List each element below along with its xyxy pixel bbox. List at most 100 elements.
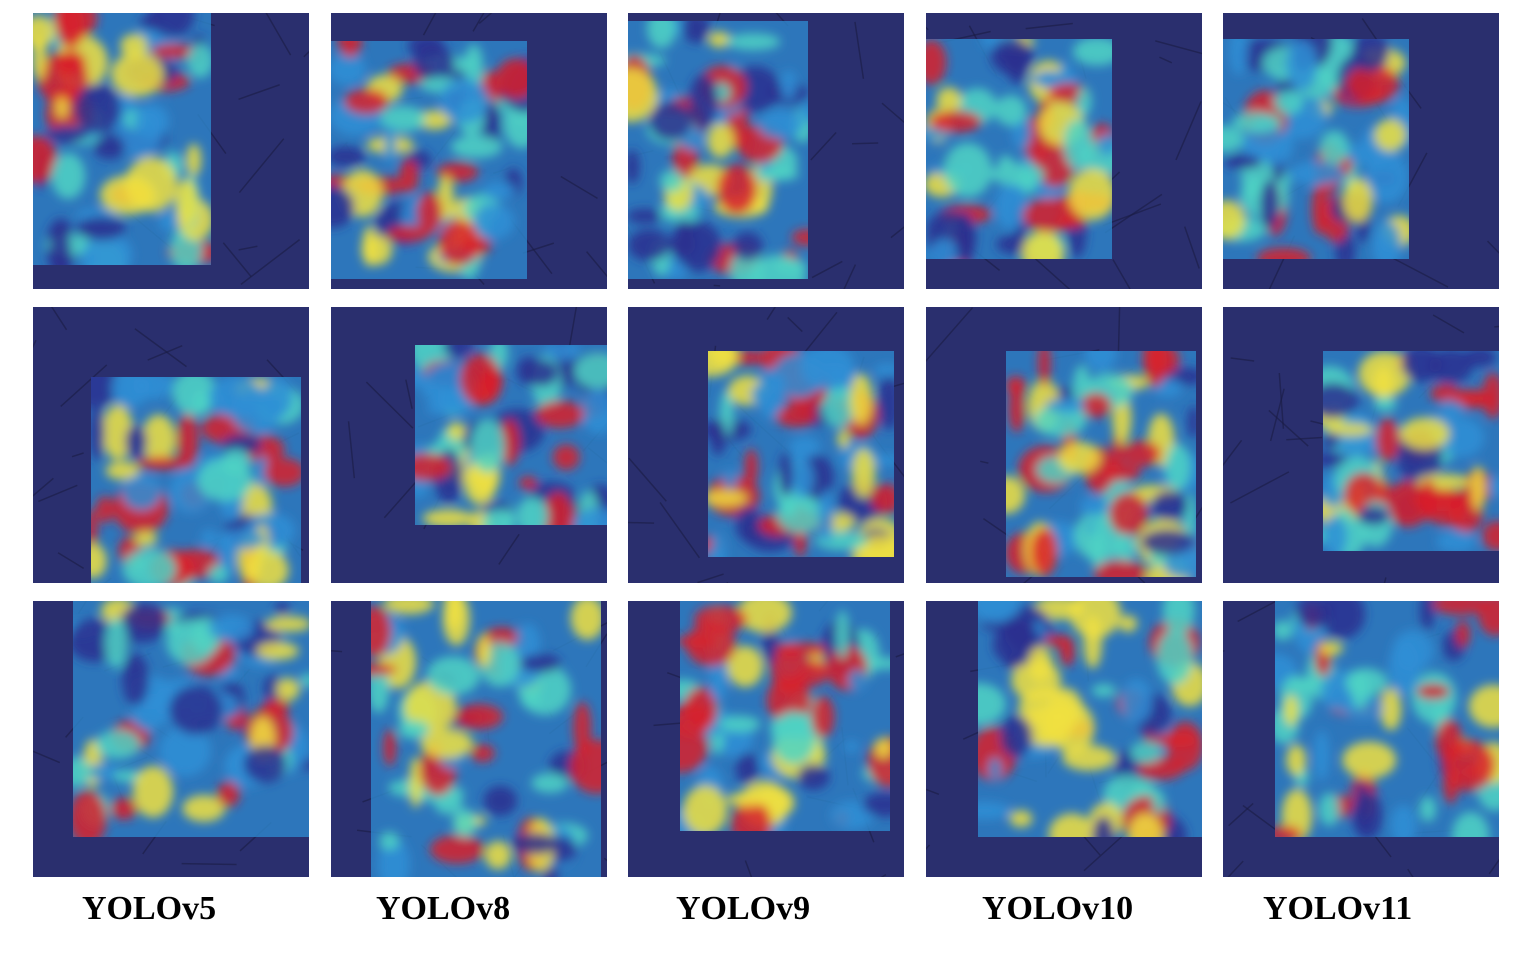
heat-blob: [830, 800, 874, 830]
heatmap-tile-r2-yolov8: [331, 307, 607, 583]
heat-blob: [338, 41, 362, 58]
heat-blob: [575, 507, 607, 525]
heat-blob: [1022, 198, 1079, 233]
heat-blob: [1451, 811, 1490, 837]
heat-blob: [133, 103, 170, 138]
heat-blob: [874, 737, 890, 759]
heat-blob: [1044, 634, 1073, 648]
heat-blob: [682, 785, 728, 831]
structure-line: [895, 653, 904, 658]
heat-blob: [1374, 118, 1407, 152]
heat-blob: [1419, 479, 1437, 521]
heat-overlay: [1275, 601, 1499, 837]
heat-blob: [861, 657, 890, 670]
heat-blob: [462, 236, 492, 255]
heat-blob: [371, 605, 392, 658]
heat-overlay: [708, 351, 894, 557]
heatmap-image: [628, 307, 904, 583]
heat-blob: [648, 101, 693, 141]
heatmap-tile-r3-yolov9: [628, 601, 904, 877]
heat-blob: [1319, 601, 1366, 639]
heatmap-tile-r3-yolov10: [926, 601, 1202, 877]
heatmap-tile-r2-yolov11: [1223, 307, 1499, 583]
heat-blob: [1450, 389, 1490, 405]
heat-blob: [1311, 183, 1329, 236]
structure-line: [478, 13, 493, 25]
structure-line: [1175, 101, 1202, 161]
heat-blob: [1419, 601, 1435, 631]
structure-line: [60, 364, 108, 407]
heat-blob: [208, 564, 228, 583]
heat-blob: [1114, 533, 1136, 564]
heat-blob: [1365, 149, 1408, 203]
structure-line: [1488, 858, 1499, 875]
heat-blob: [821, 385, 857, 428]
structure-line: [1025, 22, 1073, 30]
heat-blob: [1283, 694, 1299, 727]
heat-blob: [999, 715, 1033, 758]
structure-line: [147, 345, 183, 361]
heat-blob: [110, 797, 138, 820]
heat-blob: [1008, 384, 1025, 433]
heat-blob: [994, 95, 1027, 126]
heat-blob: [383, 601, 435, 615]
heat-blob: [443, 601, 463, 630]
heat-blob: [222, 448, 251, 476]
heat-blob: [943, 142, 993, 198]
heat-blob: [1358, 351, 1412, 397]
heatmap-image: [33, 601, 309, 877]
heatmap-tile-r2-yolov10: [926, 307, 1202, 583]
heat-overlay: [1223, 39, 1409, 259]
heat-blob: [1400, 417, 1450, 450]
structure-line: [347, 421, 356, 479]
heat-blob: [439, 78, 489, 124]
heat-blob: [265, 616, 309, 632]
heat-blob: [1027, 645, 1053, 683]
heat-blob: [735, 506, 763, 543]
heatmap-image: [628, 13, 904, 289]
heat-blob: [574, 353, 607, 389]
heat-blob: [1373, 396, 1397, 412]
heat-blob: [110, 52, 164, 97]
structure-line: [854, 21, 865, 79]
heat-blob: [1482, 372, 1499, 419]
heat-blob: [208, 614, 255, 642]
structure-line: [1155, 40, 1202, 55]
heat-overlay: [628, 21, 808, 279]
heat-blob: [754, 167, 800, 181]
heat-blob: [771, 646, 808, 695]
structure-line: [331, 649, 343, 653]
heat-overlay: [73, 601, 309, 837]
heat-blob: [1229, 39, 1249, 76]
heat-blob: [693, 605, 748, 634]
heat-blob: [659, 170, 684, 193]
heat-blob: [1068, 168, 1112, 221]
heat-blob: [1478, 601, 1499, 636]
heat-blob: [120, 602, 167, 643]
heat-blob: [169, 685, 223, 735]
heat-blob: [476, 633, 491, 667]
heat-blob: [570, 601, 601, 640]
heat-blob: [104, 618, 128, 669]
heat-blob: [1319, 641, 1344, 656]
heat-blob: [990, 39, 1034, 75]
heatmap-image: [628, 601, 904, 877]
structure-line: [238, 84, 280, 100]
heat-blob: [331, 146, 366, 167]
heat-blob: [1162, 601, 1195, 636]
heat-blob: [1286, 39, 1318, 91]
structure-line: [1268, 409, 1309, 447]
heat-blob: [1130, 741, 1162, 764]
heat-blob: [1034, 404, 1087, 437]
heat-blob: [849, 373, 873, 426]
heat-blob: [844, 740, 859, 753]
heat-blob: [1436, 530, 1477, 551]
heat-blob: [481, 509, 516, 525]
heat-blob: [531, 773, 569, 793]
structure-line: [38, 484, 78, 503]
heat-blob: [1455, 620, 1471, 648]
heat-blob: [262, 377, 293, 418]
structure-line: [775, 13, 789, 27]
heatmap-image: [1223, 601, 1499, 877]
heat-blob: [735, 752, 759, 785]
